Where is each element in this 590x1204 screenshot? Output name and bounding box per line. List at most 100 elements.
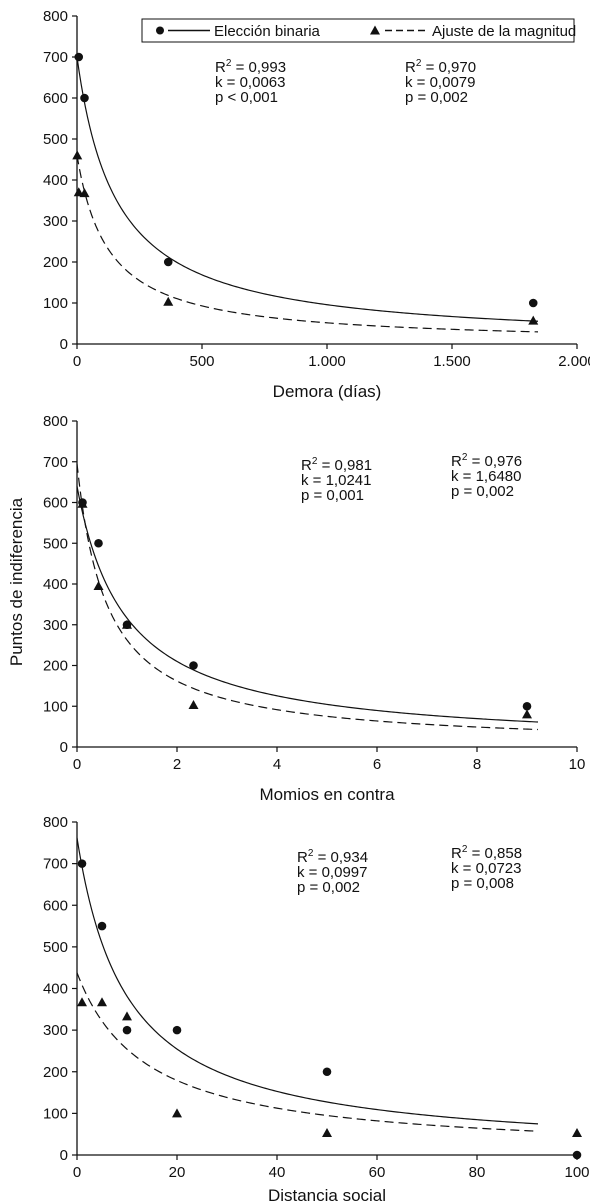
data-point — [322, 1067, 332, 1077]
y-tick-label: 200 — [43, 658, 68, 675]
x-tick-label: 80 — [469, 1164, 486, 1181]
stat-k: k = 0,0063 — [215, 74, 285, 91]
y-tick-label: 800 — [43, 8, 68, 25]
fit-curve — [76, 463, 539, 731]
legend: Elección binaria Ajuste de la magnitud — [141, 18, 576, 43]
x-axis-label: Distancia social — [268, 1186, 386, 1204]
y-tick-label: 200 — [43, 254, 68, 271]
stat-k: k = 1,6480 — [451, 468, 521, 485]
y-tick-label: 700 — [43, 856, 68, 873]
fit-curve — [76, 486, 539, 723]
x-tick-label: 2.000 — [558, 353, 590, 370]
y-tick-label: 600 — [43, 495, 68, 512]
data-point — [528, 298, 538, 308]
x-tick-label: 8 — [473, 756, 481, 773]
data-point — [97, 921, 107, 931]
x-tick-label: 1.500 — [433, 353, 471, 370]
y-tick-label: 500 — [43, 131, 68, 148]
stat-p: p = 0,001 — [301, 487, 364, 504]
stat-k: k = 1,0241 — [301, 472, 371, 489]
y-tick-label: 100 — [43, 1105, 68, 1122]
x-tick-label: 2 — [173, 756, 181, 773]
legend-binary-label: Elección binaria — [214, 23, 321, 40]
y-tick-label: 600 — [43, 90, 68, 107]
data-point — [188, 700, 199, 710]
x-tick-label: 0 — [73, 1164, 81, 1181]
y-tick-label: 200 — [43, 1064, 68, 1081]
fit-curve — [76, 972, 539, 1132]
data-point — [572, 1127, 582, 1137]
data-point — [163, 296, 174, 306]
data-point — [122, 619, 132, 629]
stat-k: k = 0,0723 — [451, 860, 521, 877]
y-tick-label: 700 — [43, 49, 68, 66]
x-tick-label: 500 — [189, 353, 214, 370]
stat-r2: R2 = 0,981 — [301, 456, 372, 474]
data-point — [97, 997, 107, 1007]
chart-panel-2: 0 100 200 300 400 500 600 700 800 0 2 4 6 8 10 Momios e… — [43, 413, 585, 804]
x-tick-label: 60 — [369, 1164, 386, 1181]
y-tick-label: 800 — [43, 413, 68, 430]
shared-y-axis-label: Puntos de indiferencia — [7, 497, 26, 666]
fit-curve — [76, 837, 539, 1125]
data-point — [189, 661, 198, 670]
data-point — [77, 997, 87, 1007]
x-tick-label: 0 — [73, 353, 81, 370]
y-tick-label: 100 — [43, 698, 68, 715]
data-point — [322, 1127, 332, 1137]
legend-binary-marker — [156, 26, 164, 35]
x-tick-label: 0 — [73, 756, 81, 773]
data-point — [77, 498, 88, 508]
stat-r2: R2 = 0,993 — [215, 58, 286, 76]
y-tick-label: 400 — [43, 172, 68, 189]
chart-panel-1: 0 100 200 300 400 500 600 700 800 0 500 1.000 1.500 2… — [43, 8, 590, 401]
y-tick-label: 600 — [43, 897, 68, 914]
data-point — [528, 315, 539, 325]
data-point — [72, 150, 83, 160]
fit-curve — [76, 56, 539, 322]
stat-r2: R2 = 0,858 — [451, 844, 522, 862]
data-point — [94, 538, 103, 548]
y-tick-label: 400 — [43, 981, 68, 998]
stat-r2: R2 = 0,934 — [297, 848, 368, 866]
y-tick-label: 500 — [43, 939, 68, 956]
data-point — [74, 52, 84, 62]
x-axis-label: Demora (días) — [273, 382, 382, 401]
stat-p: p = 0,002 — [405, 89, 468, 106]
y-tick-label: 800 — [43, 814, 68, 831]
x-tick-label: 6 — [373, 756, 381, 773]
stat-p: p = 0,008 — [451, 875, 514, 892]
x-tick-label: 1.000 — [308, 353, 346, 370]
y-tick-label: 100 — [43, 295, 68, 312]
x-tick-label: 20 — [169, 1164, 186, 1181]
data-point — [80, 93, 89, 103]
y-tick-label: 0 — [60, 336, 68, 353]
y-tick-label: 500 — [43, 535, 68, 552]
x-tick-label: 100 — [564, 1164, 589, 1181]
x-tick-label: 40 — [269, 1164, 286, 1181]
stat-k: k = 0,0079 — [405, 74, 475, 91]
y-tick-label: 0 — [60, 739, 68, 756]
legend-magnitude-marker — [370, 25, 380, 35]
stat-k: k = 0,0997 — [297, 864, 367, 881]
data-point — [522, 709, 532, 719]
data-point — [163, 257, 173, 267]
data-point — [122, 1025, 132, 1035]
x-tick-label: 10 — [569, 756, 586, 773]
legend-box — [141, 18, 575, 43]
data-point — [77, 859, 87, 868]
y-tick-label: 300 — [43, 213, 68, 230]
y-tick-label: 300 — [43, 1022, 68, 1039]
data-point — [172, 1025, 182, 1035]
stat-r2: R2 = 0,970 — [405, 58, 476, 76]
stat-p: p < 0,001 — [215, 89, 278, 106]
stat-p: p = 0,002 — [297, 879, 360, 896]
